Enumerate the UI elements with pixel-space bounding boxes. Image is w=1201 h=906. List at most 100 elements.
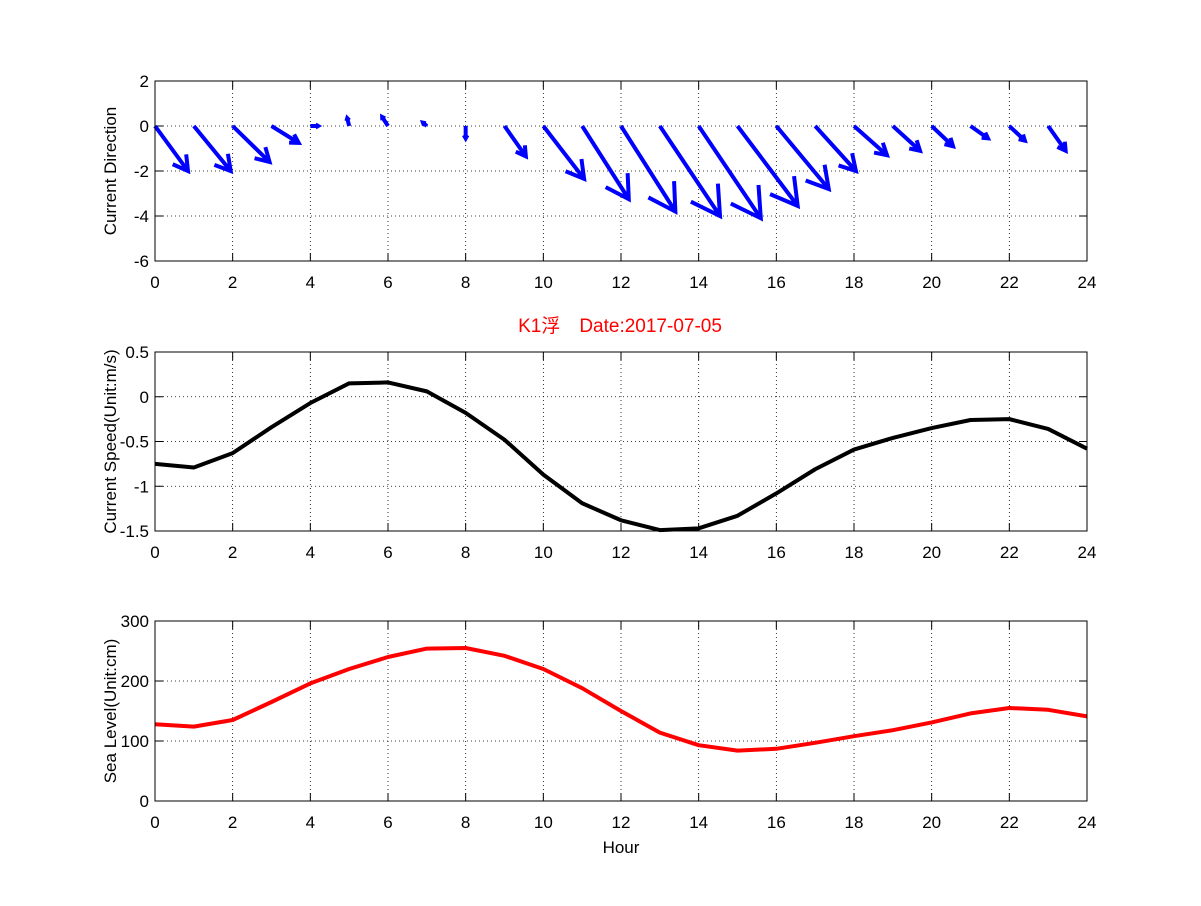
quiver-arrow [891,124,923,154]
quiver-arrow [658,124,723,220]
quiver-arrow [310,122,323,130]
figure-title: K1浮 Date:2017-07-05 [518,315,722,337]
gridlines [155,621,1087,801]
y-axis-label: Current Speed(Unit:m/s) [101,349,120,533]
quiver-arrow [462,126,470,143]
x-tick-label: 20 [922,813,941,832]
y-tick-label: 100 [121,732,149,751]
axes-frame [154,80,1088,262]
quiver-arrow [1046,124,1068,155]
quiver-arrow [580,124,631,203]
x-tick-label: 12 [612,543,631,562]
x-tick-label: 8 [461,273,470,292]
y-tick-label: 2 [140,72,149,91]
x-tick-label: 16 [767,273,786,292]
x-tick-label: 20 [922,273,941,292]
y-tick-label: 200 [121,672,149,691]
x-tick-label: 14 [689,813,708,832]
x-tick-label: 12 [612,273,631,292]
x-tick-label: 18 [845,543,864,562]
quiver-arrow [153,124,191,175]
gridlines [155,352,1087,531]
quiver-arrow [419,120,429,128]
x-tick-label: 0 [150,273,159,292]
x-tick-label: 24 [1078,813,1097,832]
quiver-arrow [344,114,352,127]
x-tick-label: 24 [1078,543,1097,562]
quiver-arrow [774,124,832,193]
x-tick-label: 22 [1000,273,1019,292]
y-tick-label: 0 [140,117,149,136]
x-tick-label: 18 [845,273,864,292]
quiver-arrow [697,124,764,222]
y-tick-label: -6 [134,252,149,271]
x-tick-label: 24 [1078,273,1097,292]
axis-ticks: 0 2 4 6 8 10 12 14 16 18 20 22 24-6-4-202 [134,72,1097,292]
series-line [154,380,1088,533]
y-tick-label: 0 [140,792,149,811]
axis-ticks: 0 2 4 6 8 10 12 14 16 18 20 22 24-1.5-1-0.500.5 [120,343,1097,562]
quiver-arrow [852,124,891,158]
line-series [154,646,1088,753]
x-tick-label: 2 [228,543,237,562]
quiver-arrow [380,113,390,128]
x-tick-label: 12 [612,813,631,832]
y-tick-label: 0 [140,388,149,407]
chart-panel-2: 0 2 4 6 8 10 12 14 16 18 20 22 24-1.5-1-0.500.5Curre… [101,343,1096,562]
y-tick-label: -1.5 [120,522,149,541]
y-axis-label: Sea Level(Unit:cm) [101,639,120,784]
x-tick-label: 4 [306,273,315,292]
quiver-arrow [192,124,234,175]
axes-frame [154,351,1088,532]
quiver-arrow [969,124,992,141]
x-tick-label: 22 [1000,813,1019,832]
quiver-arrow [619,124,678,215]
quiver-arrow [735,124,801,210]
quiver-arrow [813,124,859,174]
axes-frame [154,620,1088,802]
x-tick-label: 14 [689,273,708,292]
x-tick-label: 18 [845,813,864,832]
x-tick-label: 4 [306,813,315,832]
x-tick-label: 2 [228,273,237,292]
line-series [154,380,1088,533]
y-tick-label: -1 [134,477,149,496]
y-tick-label: -0.5 [120,433,149,452]
x-tick-label: 8 [461,543,470,562]
x-tick-label: 10 [534,813,553,832]
x-axis-label: Hour [603,838,640,857]
quiver-arrow [270,124,303,145]
x-tick-label: 6 [383,543,392,562]
x-tick-label: 8 [461,813,470,832]
quiver-arrow [541,124,587,183]
x-tick-label: 14 [689,543,708,562]
y-tick-label: -4 [134,207,149,226]
x-tick-label: 10 [534,543,553,562]
x-tick-label: 0 [150,543,159,562]
quiver-arrow [930,124,956,150]
x-tick-label: 16 [767,813,786,832]
x-tick-label: 16 [767,543,786,562]
x-tick-label: 4 [306,543,315,562]
quiver-arrow [502,124,529,160]
y-axis-label: Current Direction [101,107,120,236]
series-line [154,646,1088,753]
x-tick-label: 10 [534,273,553,292]
quiver-arrow [1007,124,1028,144]
quiver-arrow [231,124,273,165]
y-tick-label: -2 [134,162,149,181]
x-tick-label: 22 [1000,543,1019,562]
x-tick-label: 6 [383,813,392,832]
y-tick-label: 300 [121,612,149,631]
x-tick-label: 20 [922,543,941,562]
x-tick-label: 6 [383,273,392,292]
y-tick-label: 0.5 [125,343,149,362]
quiver-arrows [153,113,1068,222]
x-tick-label: 0 [150,813,159,832]
x-tick-label: 2 [228,813,237,832]
